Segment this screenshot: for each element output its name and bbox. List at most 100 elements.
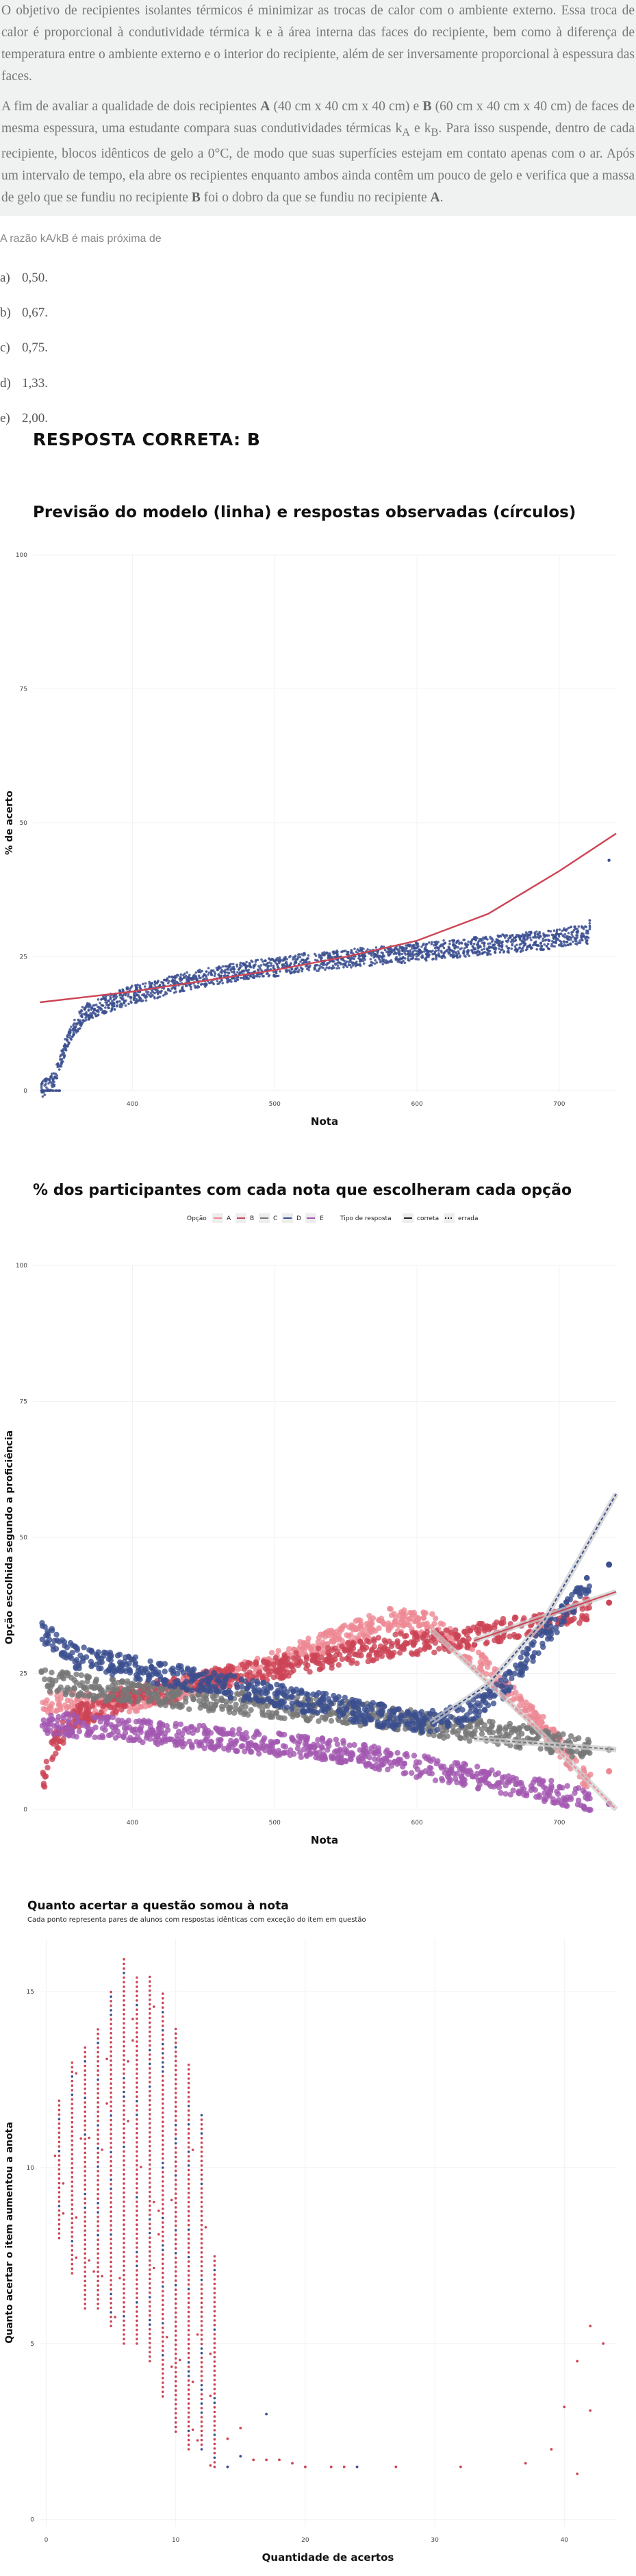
chart1-observed-point <box>64 1043 66 1046</box>
chart1-observed-point <box>425 956 428 959</box>
chart1-observed-point <box>572 929 576 932</box>
chart1-observed-point <box>110 1010 112 1013</box>
chart1-observed-point <box>519 939 522 941</box>
chart2-point-option-D <box>418 1709 424 1715</box>
chart2-point-option-A <box>353 1626 359 1632</box>
chart1-observed-point <box>413 947 416 950</box>
chart1-observed-point <box>256 958 259 962</box>
chart2-legend-type-errada: errada <box>458 1215 479 1222</box>
chart2-point-option-D <box>369 1716 375 1722</box>
chart1-observed-point <box>173 976 175 979</box>
chart2-point-option-B <box>400 1642 407 1648</box>
chart1-observed-point <box>138 991 141 993</box>
chart2-point-option-C <box>175 1688 181 1694</box>
chart2-point-option-D <box>199 1678 205 1684</box>
chart1-observed-point <box>40 1087 43 1089</box>
chart1-observed-point <box>519 936 522 939</box>
chart2-point-option-C <box>585 1749 592 1755</box>
chart1-observed-point <box>379 954 382 958</box>
chart1-observed-point <box>314 958 317 962</box>
chart1-observed-point <box>313 966 316 969</box>
chart1-observed-point <box>316 963 319 967</box>
chart1-observed-point <box>52 1072 55 1075</box>
chart1-observed-point <box>360 954 364 956</box>
chart1-observed-point <box>444 941 446 945</box>
chart1-observed-point <box>457 946 459 949</box>
chart2-point-option-C <box>183 1695 189 1701</box>
chart1-observed-point <box>320 963 323 965</box>
chart2-point-option-D <box>386 1722 392 1729</box>
chart2-point-option-B <box>453 1627 459 1633</box>
chart2-point-option-C <box>175 1700 181 1707</box>
chart2-point-option-D <box>393 1722 399 1728</box>
chart1-observed-point <box>326 952 329 955</box>
chart2-point-option-C <box>479 1726 485 1733</box>
chart1-observed-point <box>341 950 344 953</box>
chart1-observed-point <box>555 938 558 941</box>
chart2-point-option-C <box>232 1706 238 1712</box>
chart1-observed-point <box>300 953 303 956</box>
chart2-point-option-B <box>250 1674 256 1680</box>
chart1-observed-point <box>555 941 557 945</box>
chart1-observed-point <box>281 963 284 966</box>
chart1-observed-point <box>505 939 508 943</box>
chart1-observed-point <box>129 995 133 999</box>
chart2-point-option-A <box>298 1651 305 1657</box>
chart2-point-option-A <box>320 1650 327 1656</box>
chart2-point-option-A <box>517 1696 523 1702</box>
chart2-point-option-B <box>507 1633 513 1639</box>
chart2-point-option-B <box>365 1658 371 1665</box>
chart1-observed-point <box>409 950 412 954</box>
chart1-observed-point <box>547 930 550 932</box>
chart2-point-option-C <box>83 1686 90 1693</box>
chart1-observed-point <box>94 1003 98 1006</box>
chart2-point-option-D <box>472 1702 479 1709</box>
chart2-point-option-D <box>539 1640 546 1647</box>
chart2-point-option-B <box>227 1663 234 1670</box>
chart2-point-option-C <box>281 1715 288 1722</box>
chart2-point-option-B <box>95 1700 102 1706</box>
chart2-point-option-C <box>519 1731 525 1737</box>
chart2-point-option-B <box>270 1661 277 1668</box>
chart2-point-option-D <box>544 1630 550 1636</box>
chart1-observed-point <box>570 926 573 928</box>
chart2-point-option-C <box>489 1719 496 1725</box>
chart1-observed-point <box>226 978 229 981</box>
chart1-observed-point <box>239 961 242 965</box>
chart1-observed-point <box>79 1027 81 1030</box>
chart2-point-option-A <box>299 1646 305 1652</box>
chart2-point-option-D <box>511 1670 518 1677</box>
chart1-observed-point <box>447 952 450 955</box>
chart1-observed-point <box>424 946 427 949</box>
chart2-point-option-B <box>309 1652 316 1659</box>
chart1-observed-point <box>274 961 277 964</box>
chart2-point-option-B <box>364 1637 370 1644</box>
chart2-point-option-B <box>303 1654 310 1660</box>
chart1-observed-point <box>435 958 437 961</box>
chart2-point-option-D <box>42 1624 48 1630</box>
chart2-point-option-D <box>272 1702 278 1708</box>
chart2-point-option-C <box>516 1726 522 1732</box>
chart2-point-option-A <box>396 1612 403 1618</box>
chart2-point-option-D <box>246 1696 252 1702</box>
chart1-y-tick-label: 75 <box>20 686 27 693</box>
chart2-point-option-A <box>333 1628 340 1635</box>
chart1-observed-point <box>188 974 191 976</box>
chart2-point-option-D <box>585 1587 592 1594</box>
chart1-observed-point <box>81 1021 84 1024</box>
chart1-observed-point <box>294 958 297 961</box>
chart1-observed-point <box>380 951 383 954</box>
chart2-point-option-B <box>374 1655 380 1661</box>
chart1-observed-point <box>358 955 361 958</box>
chart2-point-option-B <box>579 1606 585 1612</box>
chart1-observed-point <box>414 947 418 950</box>
chart1-observed-point <box>570 933 573 936</box>
chart1-observed-point <box>179 990 181 993</box>
chart1-y-tick-label: 25 <box>20 954 27 961</box>
chart1-observed-point <box>316 969 318 972</box>
chart1-observed-point <box>233 971 236 974</box>
chart1-observed-point <box>588 928 592 930</box>
chart1-observed-point <box>148 980 151 984</box>
chart1-observed-point <box>567 938 570 941</box>
chart1-observed-point <box>569 943 572 946</box>
